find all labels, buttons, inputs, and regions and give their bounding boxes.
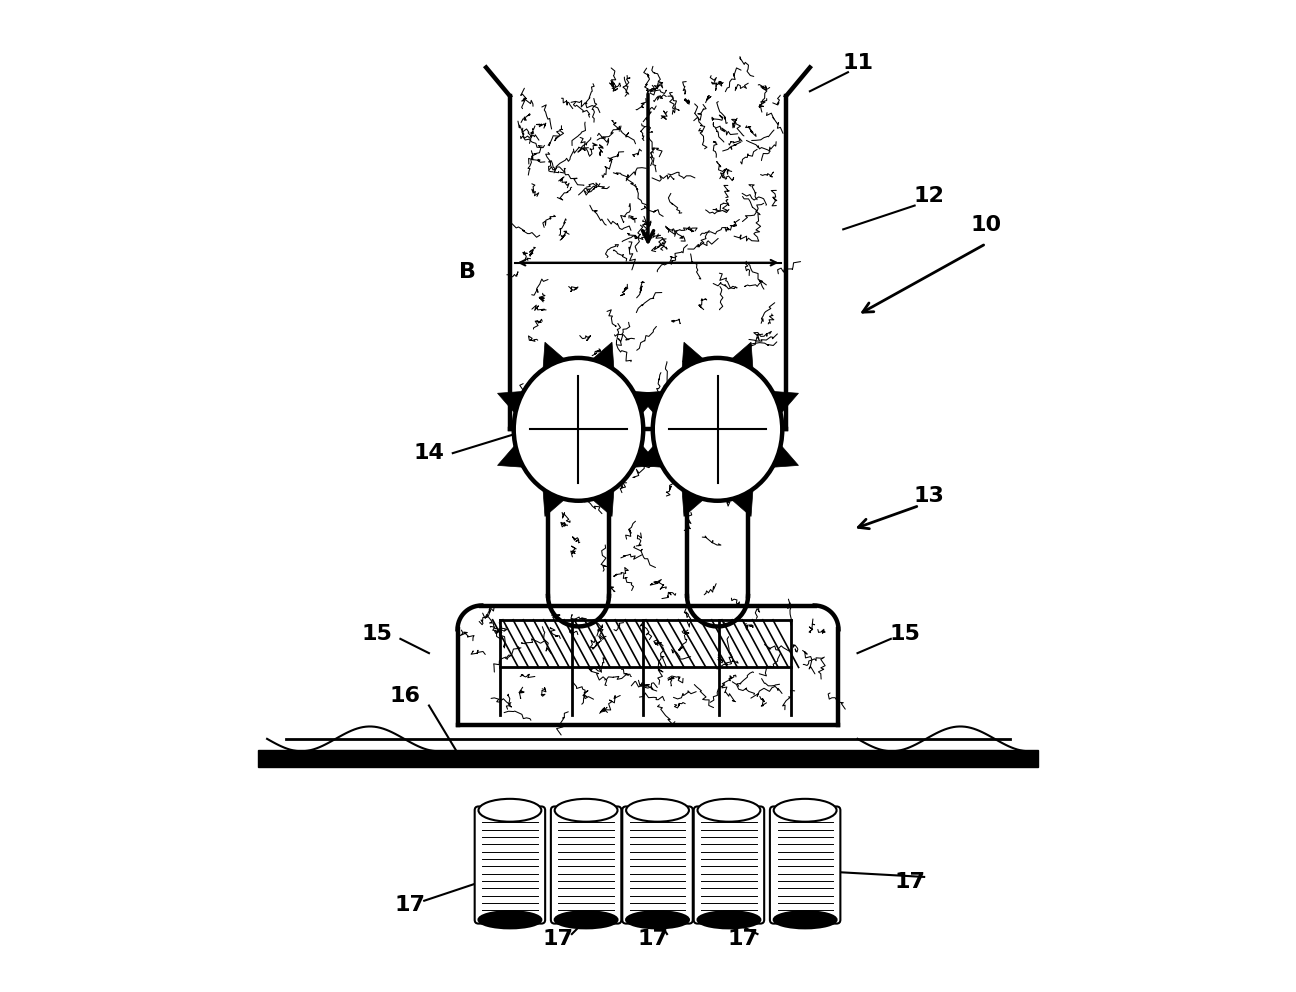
Text: 17: 17 [542, 929, 573, 948]
Text: 17: 17 [638, 929, 669, 948]
Ellipse shape [478, 912, 542, 929]
Ellipse shape [653, 358, 783, 501]
Text: 12: 12 [914, 186, 945, 206]
Text: 10: 10 [971, 214, 1002, 234]
Ellipse shape [478, 799, 542, 821]
Polygon shape [732, 491, 753, 517]
Ellipse shape [697, 799, 761, 821]
FancyBboxPatch shape [693, 806, 765, 924]
Text: 14: 14 [413, 443, 445, 463]
FancyBboxPatch shape [551, 806, 621, 924]
Polygon shape [592, 491, 614, 517]
Polygon shape [682, 491, 704, 517]
Polygon shape [634, 446, 660, 467]
FancyBboxPatch shape [474, 806, 546, 924]
FancyBboxPatch shape [770, 806, 840, 924]
Polygon shape [592, 342, 614, 368]
Text: 17: 17 [394, 896, 425, 916]
Polygon shape [498, 446, 524, 467]
Text: 15: 15 [362, 624, 391, 644]
Polygon shape [636, 446, 662, 467]
Ellipse shape [697, 912, 761, 929]
Polygon shape [682, 342, 704, 368]
Polygon shape [498, 392, 524, 413]
Ellipse shape [626, 799, 689, 821]
Ellipse shape [555, 912, 617, 929]
Ellipse shape [774, 799, 836, 821]
Text: 16: 16 [390, 686, 421, 706]
Bar [258, 750, 1038, 768]
Text: 17: 17 [728, 929, 758, 948]
Polygon shape [634, 392, 660, 413]
Polygon shape [772, 446, 798, 467]
Ellipse shape [774, 912, 836, 929]
Polygon shape [543, 491, 564, 517]
Ellipse shape [555, 799, 617, 821]
Ellipse shape [513, 358, 643, 501]
Text: 17: 17 [894, 872, 925, 892]
Ellipse shape [626, 912, 689, 929]
Text: 13: 13 [914, 486, 945, 506]
Text: 15: 15 [889, 624, 920, 644]
Polygon shape [772, 392, 798, 413]
Polygon shape [732, 342, 753, 368]
Text: 11: 11 [842, 53, 874, 72]
Polygon shape [543, 342, 564, 368]
Polygon shape [636, 392, 662, 413]
FancyBboxPatch shape [622, 806, 693, 924]
Text: B: B [459, 262, 476, 282]
